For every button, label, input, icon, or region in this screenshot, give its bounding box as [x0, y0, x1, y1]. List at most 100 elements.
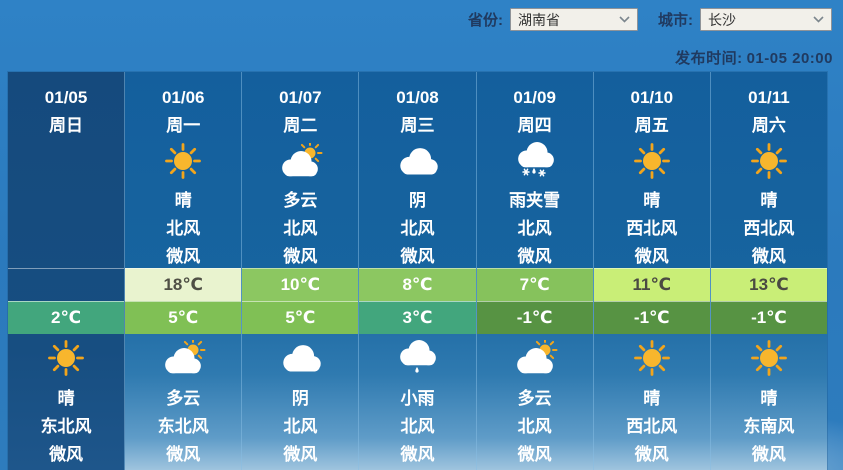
day-condition: 晴 [643, 190, 661, 210]
low-temp-cell: 5℃ [125, 301, 242, 334]
sun-cloud-icon [242, 138, 358, 184]
low-temp-cell: -1℃ [710, 301, 827, 334]
day-wind-direction [8, 212, 124, 240]
sun-icon [711, 334, 827, 382]
night-wind-power: 微风 [751, 444, 786, 464]
sun-icon [125, 138, 241, 184]
day-wind-direction: 北风 [283, 218, 318, 238]
day-condition: 阴 [408, 190, 426, 210]
sleet-cloud-icon [477, 138, 593, 184]
night-condition: 多云 [166, 388, 201, 408]
sun-icon [594, 334, 710, 382]
night-condition: 小雨 [400, 388, 435, 408]
sun-cloud-icon [477, 334, 593, 382]
night-wind-direction: 北风 [400, 416, 435, 436]
night-condition: 阴 [291, 388, 309, 408]
night-wind-direction: 东南风 [743, 416, 795, 436]
sun-icon [711, 138, 827, 184]
cloud-icon [242, 334, 358, 382]
day-wind-power: 微风 [751, 246, 786, 266]
day-wind-power: 微风 [166, 246, 201, 266]
low-temp-cell: -1℃ [476, 301, 593, 334]
weekday-label: 周一 [166, 115, 201, 135]
chevron-down-icon [813, 16, 824, 23]
night-condition: 晴 [643, 388, 661, 408]
forecast-day-column: 01/05 周日 2℃ 晴东北风 微风 [8, 72, 126, 470]
day-wind-direction: 北风 [517, 218, 552, 238]
day-wind-direction: 北风 [400, 218, 435, 238]
day-wind-power: 微风 [634, 246, 669, 266]
low-temp-cell: 5℃ [242, 301, 359, 334]
high-temp-cell: 11℃ [593, 268, 710, 301]
day-condition: 晴 [174, 190, 192, 210]
day-wind-direction: 西北风 [743, 218, 795, 238]
date-label: 01/07 [279, 88, 322, 107]
night-condition: 晴 [760, 388, 778, 408]
night-wind-power: 微风 [400, 444, 435, 464]
day-wind-power: 微风 [517, 246, 552, 266]
forecast-day-column: 01/09 周四 雨夹雪 北风 微风 7℃ -1℃ 多云 北风 微风 [476, 72, 594, 470]
cloud-icon [359, 138, 475, 184]
day-condition [8, 184, 124, 212]
night-wind-direction: 北风 [517, 416, 552, 436]
low-temp-cell: 2℃ [8, 301, 125, 334]
rain-cloud-icon [359, 334, 475, 382]
province-field: 省份: 湖南省 [468, 8, 638, 31]
night-condition: 多云 [517, 388, 552, 408]
low-temp-cell: 3℃ [359, 301, 476, 334]
night-wind-direction: 东北风 [40, 416, 92, 436]
sun-icon [594, 138, 710, 184]
date-label: 01/06 [161, 88, 205, 107]
weekday-label: 周四 [517, 115, 552, 135]
province-select-value: 湖南省 [518, 11, 560, 28]
night-wind-direction: 北风 [283, 416, 318, 436]
day-wind-power [8, 240, 124, 268]
day-condition: 雨夹雪 [509, 190, 561, 210]
weekday-label: 周五 [634, 115, 669, 135]
city-label: 城市: [658, 12, 693, 29]
province-select[interactable]: 湖南省 [510, 8, 638, 31]
day-wind-direction: 西北风 [626, 218, 678, 238]
high-temp-cell: 18℃ [125, 268, 242, 301]
chevron-down-icon [619, 16, 630, 23]
day-wind-power: 微风 [400, 246, 435, 266]
city-select[interactable]: 长沙 [700, 8, 832, 31]
night-wind-power: 微风 [634, 444, 669, 464]
date-label: 01/09 [513, 88, 556, 107]
sun-icon [8, 334, 124, 382]
date-label: 01/05 [44, 88, 88, 107]
sun-cloud-icon [125, 334, 241, 382]
night-wind-power: 微风 [166, 444, 201, 464]
publish-time-label: 发布时间: [675, 50, 743, 67]
weekday-label: 周六 [751, 115, 786, 135]
publish-time-value: 01-05 20:00 [746, 50, 833, 67]
high-temp-cell: 10℃ [242, 268, 359, 301]
location-toolbar: 省份: 湖南省 城市: 长沙 [468, 8, 832, 31]
city-select-value: 长沙 [708, 11, 736, 28]
date-label: 01/10 [630, 88, 674, 107]
date-label: 01/08 [396, 88, 439, 107]
high-temp-cell: 7℃ [476, 268, 593, 301]
night-wind-direction: 西北风 [626, 416, 678, 436]
low-temp-cell: -1℃ [593, 301, 710, 334]
forecast-day-column: 01/07 周二 多云 北风 微风 10℃ 5℃ 阴北风 微风 [242, 72, 360, 470]
weekday-label: 周三 [400, 115, 435, 135]
day-wind-direction: 北风 [166, 218, 201, 238]
high-temp-cell [8, 268, 125, 301]
night-wind-power: 微风 [49, 444, 84, 464]
forecast-day-column: 01/10 周五晴西北风 微风 11℃ -1℃ 晴西北风 微风 [593, 72, 711, 470]
publish-time: 发布时间: 01-05 20:00 [671, 47, 833, 68]
day-wind-power: 微风 [283, 246, 318, 266]
day-condition: 多云 [283, 190, 318, 210]
weekday-label: 周二 [283, 115, 318, 135]
high-temp-cell: 8℃ [359, 268, 476, 301]
province-label: 省份: [468, 12, 503, 29]
high-temp-cell: 13℃ [710, 268, 827, 301]
city-field: 城市: 长沙 [658, 8, 832, 31]
empty-icon-slot [8, 138, 124, 184]
forecast-day-column: 01/06 周一晴北风 微风 18℃ 5℃ 多云 东北风 微风 [125, 72, 243, 470]
date-label: 01/11 [748, 88, 790, 107]
forecast-day-column: 01/08 周三阴北风 微风 8℃ 3℃ 小雨 北风 微风 [359, 72, 477, 470]
forecast-table: 01/05 周日 2℃ 晴东北风 微风 01/06 周一晴北风 微风 18℃ 5℃ 多云 东北风 微风 0… [8, 72, 827, 470]
night-wind-direction: 东北风 [157, 416, 209, 436]
